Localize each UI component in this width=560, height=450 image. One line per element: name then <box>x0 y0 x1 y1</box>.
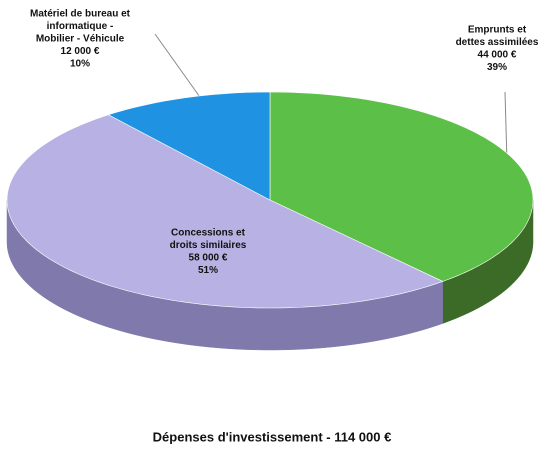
percent-label: 10% <box>70 59 90 70</box>
value-label: 58 000 € <box>189 253 228 264</box>
slice-label: informatique - <box>47 21 114 32</box>
slice-label: Mobilier - Véhicule <box>36 34 125 45</box>
percent-label: 39% <box>487 62 507 73</box>
percent-label: 51% <box>198 265 218 276</box>
slice-label: droits similaires <box>170 240 247 251</box>
slice-label: Matériel de bureau et <box>30 9 131 20</box>
slice-label: dettes assimilées <box>456 37 539 48</box>
value-label: 44 000 € <box>478 50 517 61</box>
chart-title: Dépenses d'investissement - 114 000 € <box>153 429 392 444</box>
slice <box>269 91 534 282</box>
slice <box>107 91 271 201</box>
slice-label: Emprunts et <box>468 25 527 36</box>
slice <box>6 114 444 309</box>
leader-line <box>504 91 508 163</box>
leader-line <box>154 33 203 101</box>
value-label: 12 000 € <box>61 46 100 57</box>
slice-label: Concessions et <box>171 228 246 239</box>
